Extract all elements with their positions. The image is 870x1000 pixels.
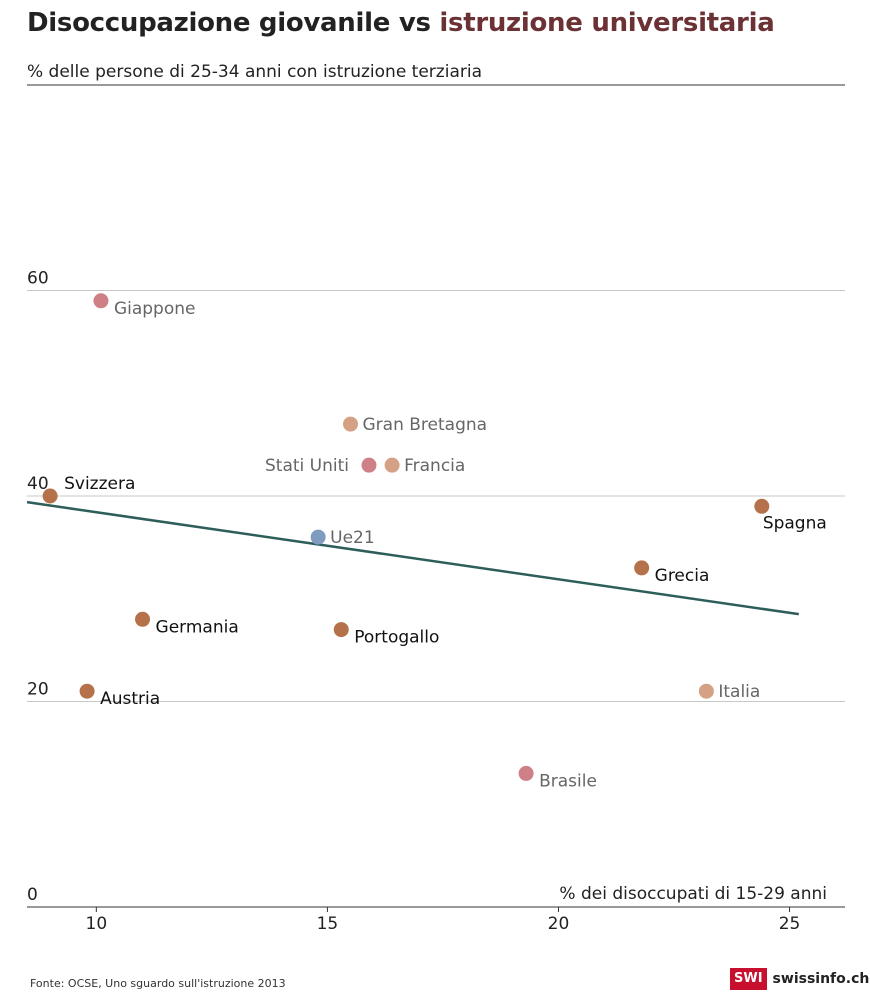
point-svizzera: [42, 488, 58, 504]
point-francia: [384, 457, 400, 473]
point-stati-uniti: [361, 457, 377, 473]
point-giappone: [93, 293, 109, 309]
point-label-brasile: Brasile: [539, 771, 597, 791]
swi-badge: SWI: [730, 968, 767, 990]
point-germania: [135, 611, 151, 627]
point-label-gran-bretagna: Gran Bretagna: [363, 415, 488, 435]
x-axis-label: % dei disoccupati di 15-29 anni: [559, 884, 827, 904]
x-tick-label-15: 15: [317, 914, 339, 934]
point-label-svizzera: Svizzera: [64, 474, 135, 494]
point-grecia: [634, 560, 650, 576]
point-austria: [79, 683, 95, 699]
y-tick-label-60: 60: [27, 269, 49, 289]
point-label-portogallo: Portogallo: [354, 628, 439, 648]
point-label-grecia: Grecia: [655, 566, 710, 586]
point-gran-bretagna: [343, 416, 359, 432]
x-tick-label-20: 20: [548, 914, 570, 934]
point-label-austria: Austria: [100, 689, 160, 709]
y-tick-label-20: 20: [27, 680, 49, 700]
source-note: Fonte: OCSE, Uno sguardo sull'istruzione…: [30, 977, 286, 990]
y-axis-label: % delle persone di 25-34 anni con istruz…: [27, 62, 482, 82]
chart-title: Disoccupazione giovanile vs istruzione u…: [27, 8, 775, 38]
point-label-germania: Germania: [156, 617, 239, 637]
point-brasile: [518, 765, 534, 781]
point-label-spagna: Spagna: [763, 513, 827, 533]
point-ue21: [310, 529, 326, 545]
x-tick-label-25: 25: [779, 914, 801, 934]
point-portogallo: [333, 622, 349, 638]
scatter-chart: 0 20 40 60 10 15 20 25 % dei disoccupati di 15-2…: [26, 84, 845, 934]
trend-line: [26, 500, 799, 616]
y-tick-label-0: 0: [27, 885, 38, 905]
title-part2: istruzione universitaria: [439, 8, 775, 38]
swi-logo[interactable]: SWI swissinfo.ch: [730, 968, 869, 990]
point-italia: [698, 683, 714, 699]
point-label-stati-uniti: Stati Uniti: [265, 456, 349, 476]
title-part1: Disoccupazione giovanile vs: [27, 8, 440, 38]
point-label-giappone: Giappone: [114, 299, 196, 319]
x-tick-label-10: 10: [86, 914, 108, 934]
point-spagna: [754, 498, 770, 514]
swissinfo-wordmark: swissinfo.ch: [772, 971, 870, 987]
point-label-francia: Francia: [404, 456, 465, 476]
point-label-ue21: Ue21: [330, 528, 375, 548]
y-tick-label-40: 40: [27, 474, 49, 494]
point-label-italia: Italia: [718, 682, 760, 702]
